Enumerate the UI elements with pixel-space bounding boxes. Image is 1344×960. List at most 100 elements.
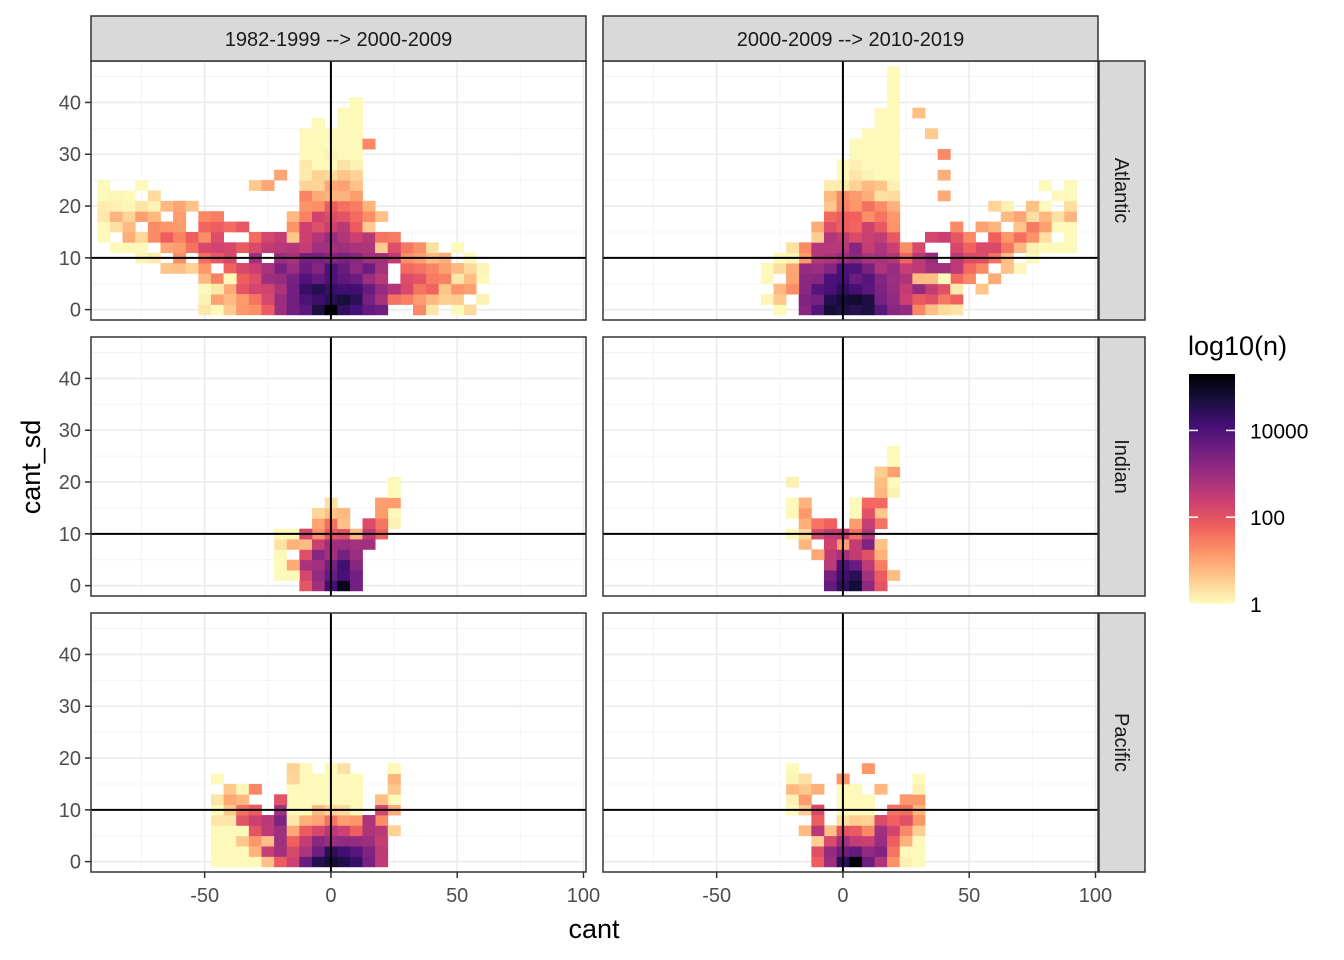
heat-tile xyxy=(1051,221,1065,233)
heat-tile xyxy=(223,783,237,795)
heat-tile xyxy=(874,128,888,140)
heat-tile xyxy=(337,149,351,160)
heat-tile xyxy=(925,231,939,243)
heat-tile xyxy=(349,117,363,129)
heat-tile xyxy=(874,263,888,274)
heat-tile xyxy=(425,283,439,295)
heat-tile xyxy=(849,304,863,316)
heat-tile xyxy=(210,856,224,868)
heat-tile xyxy=(773,283,787,295)
heat-tile xyxy=(823,211,838,222)
heat-tile xyxy=(311,507,326,519)
facet-panel-indian-2 xyxy=(602,336,1099,597)
heat-tile xyxy=(912,835,926,847)
heat-tile xyxy=(223,221,237,233)
heat-tile xyxy=(311,518,326,530)
heat-tile xyxy=(311,794,326,806)
y-tick-label: 20 xyxy=(59,748,81,770)
heat-tile xyxy=(337,138,351,150)
heat-tile xyxy=(887,835,901,847)
heat-tile xyxy=(861,190,875,202)
heat-tile xyxy=(299,211,313,222)
heat-tile xyxy=(861,580,875,592)
heat-tile xyxy=(849,180,863,191)
heat-tile xyxy=(349,539,363,550)
heat-tile xyxy=(337,846,351,857)
y-tick-label: 40 xyxy=(59,644,81,666)
heat-tile xyxy=(311,221,326,233)
heat-tile xyxy=(1026,221,1040,233)
heat-tile xyxy=(210,825,224,837)
heat-tile xyxy=(823,283,838,295)
heat-tile xyxy=(185,242,199,254)
heat-tile xyxy=(274,794,288,806)
heat-tile xyxy=(286,856,300,868)
heat-tile xyxy=(387,497,401,509)
heat-tile xyxy=(861,835,875,847)
heat-tile xyxy=(299,835,313,847)
heat-tile xyxy=(849,263,863,274)
y-tick-label: 40 xyxy=(59,368,81,390)
heat-tile xyxy=(349,138,363,150)
heat-tile xyxy=(760,294,774,305)
heat-tile xyxy=(823,825,838,837)
heat-tile xyxy=(274,549,288,561)
heat-tile xyxy=(311,815,326,826)
heat-tile xyxy=(337,518,351,530)
heat-tile xyxy=(198,294,212,305)
heat-tile xyxy=(874,180,888,191)
heat-tile xyxy=(311,835,326,847)
heat-tile xyxy=(786,773,800,785)
heat-tile xyxy=(147,190,161,202)
heat-tile xyxy=(337,211,351,222)
heat-tile xyxy=(236,794,250,806)
heat-tile xyxy=(425,294,439,305)
heat-tile xyxy=(476,273,490,285)
heat-tile xyxy=(337,815,351,826)
heat-tile xyxy=(223,856,237,868)
heat-tile xyxy=(261,835,275,847)
heat-tile xyxy=(849,507,863,519)
heat-tile xyxy=(811,783,825,795)
facet-panel-indian-1 xyxy=(90,336,587,597)
heat-tile xyxy=(861,294,875,305)
heat-tile xyxy=(349,294,363,305)
heat-tile xyxy=(337,231,351,243)
heat-tile xyxy=(97,211,111,222)
heat-tile xyxy=(798,518,812,530)
heat-tile xyxy=(109,211,123,222)
heat-tile xyxy=(160,200,174,212)
heat-tile xyxy=(311,549,326,561)
heat-tile xyxy=(274,273,288,285)
heat-tile xyxy=(849,169,863,181)
heat-tile xyxy=(349,180,363,191)
heat-tile xyxy=(912,773,926,785)
heat-tile xyxy=(248,835,262,847)
heat-tile xyxy=(223,825,237,837)
heat-tile xyxy=(362,539,376,550)
heat-tile xyxy=(337,507,351,519)
heat-tile xyxy=(286,763,300,774)
heat-tile xyxy=(349,190,363,202)
heat-tile xyxy=(349,549,363,561)
heat-tile xyxy=(887,273,901,285)
heat-tile xyxy=(286,231,300,243)
heat-tile xyxy=(849,200,863,212)
heat-tile xyxy=(1026,231,1040,243)
heat-tile xyxy=(1038,211,1052,222)
heat-tile xyxy=(823,221,838,233)
heat-tile xyxy=(1026,211,1040,222)
heat-tile xyxy=(286,283,300,295)
heat-tile xyxy=(1051,190,1065,202)
heat-tile xyxy=(937,304,951,316)
heat-tile xyxy=(274,169,288,181)
heat-tile xyxy=(887,107,901,119)
heat-tile xyxy=(874,211,888,222)
heat-tile xyxy=(198,263,212,274)
heat-tile xyxy=(236,835,250,847)
heat-tile xyxy=(874,539,888,550)
heat-tile xyxy=(1000,231,1014,243)
heat-tile xyxy=(97,231,111,243)
heat-tile xyxy=(874,815,888,826)
row-strip xyxy=(1098,336,1146,597)
